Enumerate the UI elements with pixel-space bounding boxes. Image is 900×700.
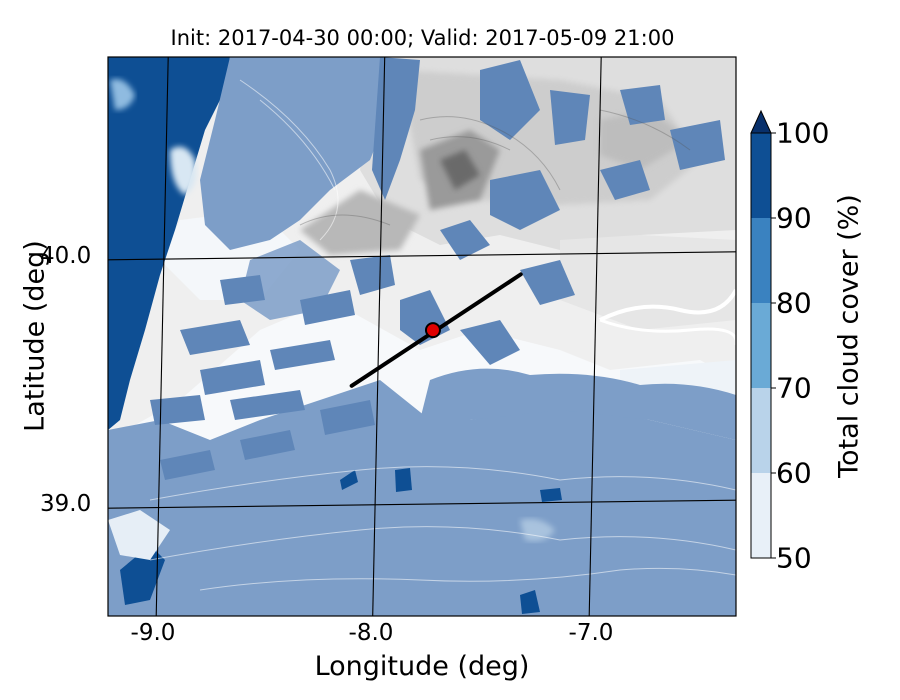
x-tick-label: -8.0 (348, 620, 394, 646)
map-plot-area (108, 57, 736, 616)
gridlines (108, 57, 736, 616)
cross-section-center-marker (424, 322, 441, 339)
terrain-contours (149, 79, 736, 591)
plot-title: Init: 2017-04-30 00:00; Valid: 2017-05-0… (170, 26, 675, 50)
longitude-gridline (155, 57, 169, 616)
colorbar-tick-label: 100 (776, 116, 830, 150)
x-axis-label: Longitude (deg) (314, 651, 530, 682)
longitude-gridline (588, 57, 602, 616)
cloud-ocean-west (108, 57, 230, 430)
colorbar-label: Total cloud cover (%) (833, 194, 865, 478)
y-tick-label: 40.0 (40, 243, 92, 269)
colorbar-frame (750, 132, 772, 559)
river (599, 289, 736, 322)
colorbar-tick-label: 50 (776, 541, 812, 575)
colorbar-tick-label: 60 (776, 456, 812, 490)
x-tick-label: -9.0 (130, 620, 176, 646)
map-frame (107, 56, 737, 617)
cloud-dark-patches (120, 468, 562, 614)
colorbar-tick-label: 70 (776, 371, 812, 405)
latitude-gridline (108, 499, 736, 509)
longitude-gridline (372, 57, 386, 616)
x-tick-label: -7.0 (568, 620, 614, 646)
colorbar-tick-label: 80 (776, 286, 812, 320)
colorbar (750, 109, 776, 559)
colorbar-extend-triangle (750, 109, 772, 134)
y-tick-label: 39.0 (40, 491, 92, 517)
colorbar-segment (751, 133, 771, 218)
terrain-contours-dark (299, 109, 691, 226)
colorbar-segment (751, 388, 771, 473)
colorbar-tick-label: 90 (776, 201, 812, 235)
colorbar-segment (751, 303, 771, 388)
colorbar-segment (751, 218, 771, 303)
cloud-streaks (150, 57, 725, 480)
colorbar-segment (751, 473, 771, 558)
latitude-gridline (108, 251, 736, 261)
